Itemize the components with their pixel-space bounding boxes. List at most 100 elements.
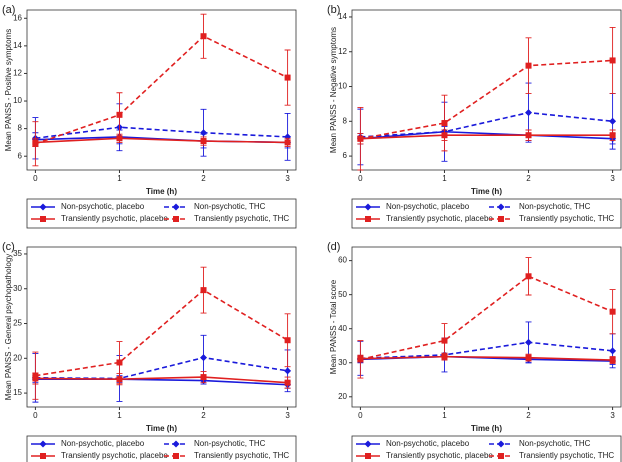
legend-label: Transiently psychotic, THC xyxy=(519,214,614,223)
marker xyxy=(172,440,180,448)
y-tick-label: 12 xyxy=(338,47,347,56)
y-axis-label: Mean PANSS - Negative symptoms xyxy=(329,27,338,153)
x-tick-label: 2 xyxy=(201,174,206,183)
marker xyxy=(364,440,372,448)
x-tick-label: 2 xyxy=(201,411,206,420)
marker xyxy=(200,287,207,294)
legend-label: Non-psychotic, placebo xyxy=(61,202,145,211)
marker xyxy=(609,347,617,355)
y-tick-label: 12 xyxy=(13,69,22,78)
y-tick-label: 35 xyxy=(13,249,22,258)
panel-label: (d) xyxy=(327,241,340,253)
marker xyxy=(200,33,207,40)
marker xyxy=(441,337,448,344)
plot-frame xyxy=(26,246,297,408)
y-tick-label: 14 xyxy=(338,12,347,21)
marker xyxy=(525,62,532,69)
marker xyxy=(284,337,291,344)
marker xyxy=(498,216,504,222)
marker xyxy=(609,308,616,315)
series-line xyxy=(35,126,288,140)
series-line xyxy=(35,35,288,145)
marker xyxy=(39,440,47,448)
y-axis-label: Mean PANSS - Total score xyxy=(329,279,338,374)
y-tick-label: 10 xyxy=(338,82,347,91)
marker xyxy=(441,120,448,127)
legend-label: Non-psychotic, THC xyxy=(519,439,591,448)
x-tick-label: 1 xyxy=(442,411,447,420)
legend-frame xyxy=(351,198,622,229)
series-line xyxy=(35,356,288,380)
marker xyxy=(525,354,532,361)
x-tick-label: 2 xyxy=(526,411,531,420)
x-tick-label: 3 xyxy=(610,174,615,183)
y-tick-label: 6 xyxy=(343,151,348,160)
x-axis-label: Time (h) xyxy=(471,424,502,433)
x-axis-label: Time (h) xyxy=(146,187,177,196)
marker xyxy=(32,140,39,147)
marker xyxy=(200,129,208,137)
series-line xyxy=(35,376,288,384)
legend-label: Non-psychotic, placebo xyxy=(61,439,145,448)
series-line xyxy=(35,137,288,144)
marker xyxy=(32,372,39,379)
legend-label: Transiently psychotic, placebo xyxy=(61,214,168,223)
marker xyxy=(364,203,372,211)
y-tick-label: 60 xyxy=(338,256,347,265)
marker xyxy=(365,453,371,459)
y-tick-label: 16 xyxy=(13,13,22,22)
y-tick-label: 8 xyxy=(18,124,23,133)
legend-frame xyxy=(26,198,297,229)
marker xyxy=(609,132,616,139)
legend-label: Non-psychotic, THC xyxy=(194,439,266,448)
x-axis-label: Time (h) xyxy=(471,187,502,196)
x-tick-label: 0 xyxy=(33,411,38,420)
legend-frame xyxy=(26,435,297,462)
panel: (a) Mean PANSS - Positive symptoms Time (h… xyxy=(2,4,297,229)
x-tick-label: 3 xyxy=(285,174,290,183)
marker xyxy=(357,356,364,363)
y-tick-label: 40 xyxy=(338,324,347,333)
marker xyxy=(365,216,371,222)
legend-label: Transiently psychotic, placebo xyxy=(61,451,168,460)
legend-label: Transiently psychotic, THC xyxy=(194,451,289,460)
marker xyxy=(357,135,364,142)
panel: (b) Mean PANSS - Negative symptoms Time (h… xyxy=(327,4,622,229)
marker xyxy=(498,453,504,459)
y-tick-label: 15 xyxy=(13,388,22,397)
legend-label: Non-psychotic, placebo xyxy=(386,202,470,211)
y-axis-label: Mean PANSS - General psychopathology xyxy=(4,254,13,401)
marker xyxy=(497,203,505,211)
marker xyxy=(525,273,532,280)
series-line xyxy=(360,130,613,140)
panel-label: (c) xyxy=(2,241,15,253)
legend-label: Non-psychotic, THC xyxy=(194,202,266,211)
marker xyxy=(173,216,179,222)
marker xyxy=(609,117,617,125)
marker xyxy=(39,203,47,211)
legend-label: Transiently psychotic, THC xyxy=(194,214,289,223)
marker xyxy=(116,135,123,142)
x-tick-label: 0 xyxy=(358,411,363,420)
series-line xyxy=(360,111,613,138)
marker xyxy=(609,357,616,364)
y-tick-label: 20 xyxy=(338,392,347,401)
marker xyxy=(525,338,533,346)
series-line xyxy=(360,134,613,140)
x-tick-label: 1 xyxy=(117,174,122,183)
legend-label: Non-psychotic, placebo xyxy=(386,439,470,448)
x-tick-label: 0 xyxy=(358,174,363,183)
marker xyxy=(284,367,292,375)
series-line xyxy=(360,341,613,360)
x-tick-label: 1 xyxy=(117,411,122,420)
marker xyxy=(497,440,505,448)
x-tick-label: 3 xyxy=(285,411,290,420)
marker xyxy=(40,453,46,459)
plot-frame xyxy=(351,9,622,171)
marker xyxy=(284,139,291,146)
legend-label: Transiently psychotic, placebo xyxy=(386,214,493,223)
legend-label: Transiently psychotic, placebo xyxy=(386,451,493,460)
y-tick-label: 8 xyxy=(343,116,348,125)
plot-frame xyxy=(351,246,622,408)
